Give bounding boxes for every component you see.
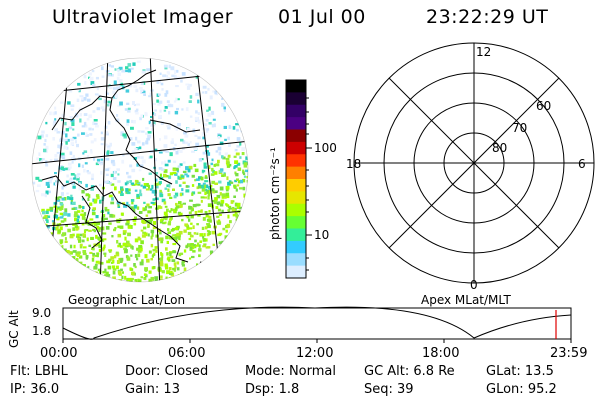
- mlt-label-6: 6: [578, 157, 586, 171]
- timeline-xtick-2359: 23:59: [550, 346, 588, 361]
- apex-label: Apex MLat/MLT: [421, 293, 511, 307]
- colorbar: 100 10 photon cm⁻²s⁻¹: [268, 79, 337, 279]
- colorbar-segment: [286, 179, 306, 192]
- colorbar-unit-label: photon cm⁻²s⁻¹: [268, 147, 282, 240]
- polar-plot: [353, 42, 595, 284]
- colorbar-segment: [286, 117, 306, 131]
- altitude-curve: [62, 306, 572, 340]
- colorbar-segment: [286, 104, 306, 118]
- timeline-xtick-0600: 06:00: [168, 346, 206, 361]
- timeline-xtick-0000: 00:00: [40, 346, 78, 361]
- mlt-label-0: 0: [470, 278, 478, 292]
- status-dsp: Dsp: 1.8: [245, 382, 300, 397]
- timeline-ylabel: GC Alt: [7, 310, 21, 348]
- orbit-timeline: [62, 306, 572, 343]
- colorbar-tick-10: 10: [314, 228, 329, 242]
- colorbar-tick-100: 100: [314, 141, 337, 155]
- colorbar-segment: [286, 228, 306, 242]
- header-time: 23:22:29 UT: [426, 6, 549, 28]
- status-filter: Flt: LBHL: [10, 364, 68, 379]
- colorbar-segment: [286, 240, 306, 254]
- status-ip: IP: 36.0: [10, 382, 60, 397]
- colorbar-segment: [286, 253, 306, 267]
- colorbar-segment: [286, 191, 306, 205]
- status-seq: Seq: 39: [364, 382, 414, 397]
- timeline-frame: [62, 307, 572, 340]
- geographic-label: Geographic Lat/Lon: [68, 293, 186, 307]
- status-gain: Gain: 13: [125, 382, 180, 397]
- colorbar-segment: [286, 141, 306, 155]
- status-glat: GLat: 13.5: [486, 364, 554, 379]
- timeline-ytick-low: 1.8: [32, 324, 52, 338]
- colorbar-segment: [286, 265, 306, 279]
- status-gc-alt: GC Alt: 6.8 Re: [364, 364, 455, 379]
- status-mode: Mode: Normal: [245, 364, 336, 379]
- colorbar-segment: [286, 92, 306, 106]
- colorbar-segment: [286, 129, 306, 143]
- timeline-xtick-1800: 18:00: [422, 346, 460, 361]
- mlat-label-70: 70: [512, 121, 527, 135]
- mlat-label-80: 80: [492, 141, 507, 155]
- status-glon: GLon: 95.2: [486, 382, 557, 397]
- mlat-label-60: 60: [536, 99, 551, 113]
- colorbar-segment: [286, 203, 306, 217]
- coastlines: [41, 69, 247, 273]
- timeline-xtick-1200: 12:00: [296, 346, 334, 361]
- geographic-image: [31, 57, 249, 283]
- colorbar-segment: [286, 166, 306, 180]
- instrument-title: Ultraviolet Imager: [52, 6, 234, 28]
- timeline-ytick-high: 9.0: [32, 306, 52, 320]
- colorbar-ticks: [306, 97, 312, 271]
- colorbar-segment: [286, 154, 306, 168]
- mlt-label-18: 18: [346, 157, 361, 171]
- status-door: Door: Closed: [125, 364, 209, 379]
- mlt-label-12: 12: [476, 45, 491, 59]
- header-date: 01 Jul 00: [278, 6, 366, 28]
- colorbar-segment: [286, 80, 306, 93]
- colorbar-segment: [286, 216, 306, 230]
